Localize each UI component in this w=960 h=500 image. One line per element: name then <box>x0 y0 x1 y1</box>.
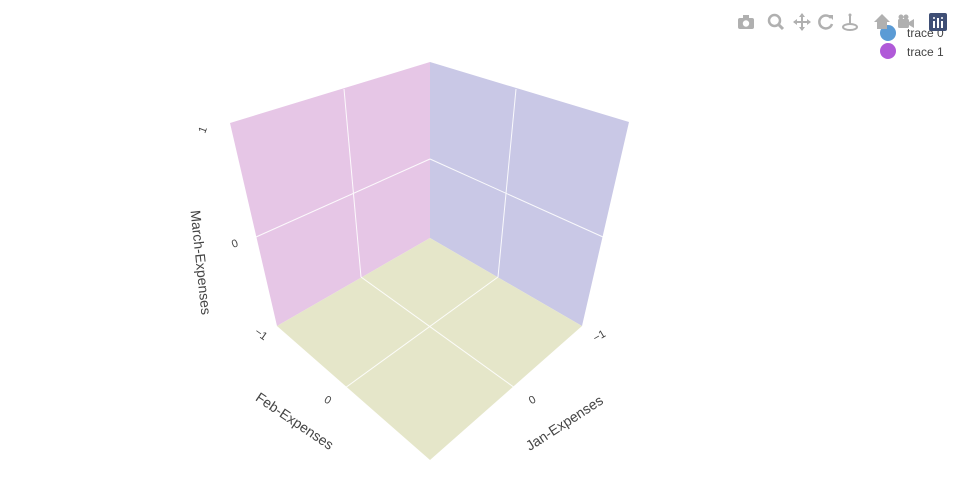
video-camera-icon[interactable] <box>896 12 916 32</box>
zoom-icon[interactable] <box>766 12 786 32</box>
z-tick-label: −1 <box>252 326 269 343</box>
modebar <box>736 12 950 32</box>
legend-item[interactable]: trace 1 <box>880 43 944 59</box>
turntable-icon[interactable] <box>840 12 860 32</box>
plotly-logo-icon[interactable] <box>928 12 948 32</box>
x-axis-ticks: 0 −1 <box>527 328 608 407</box>
orbit-icon[interactable] <box>816 12 836 32</box>
legend-label: trace 1 <box>907 45 944 59</box>
z-axis-ticks: 1 0 −1 <box>196 125 269 343</box>
right-wall-pane <box>430 62 629 326</box>
x-tick-label: −1 <box>591 328 608 345</box>
home-icon[interactable] <box>872 12 892 32</box>
x-tick-label: 0 <box>527 394 538 407</box>
y-tick-label: 0 <box>322 394 333 407</box>
pan-icon[interactable] <box>792 12 812 32</box>
y-axis-ticks: 0 <box>322 394 333 407</box>
left-wall-pane <box>230 62 430 326</box>
z-axis-title: March-Expenses <box>188 209 215 315</box>
floor-pane <box>277 238 582 460</box>
camera-icon[interactable] <box>736 12 756 32</box>
z-tick-label: 0 <box>230 237 240 250</box>
gridlines <box>255 88 604 389</box>
legend-marker <box>880 43 896 59</box>
z-tick-label: 1 <box>196 125 209 135</box>
